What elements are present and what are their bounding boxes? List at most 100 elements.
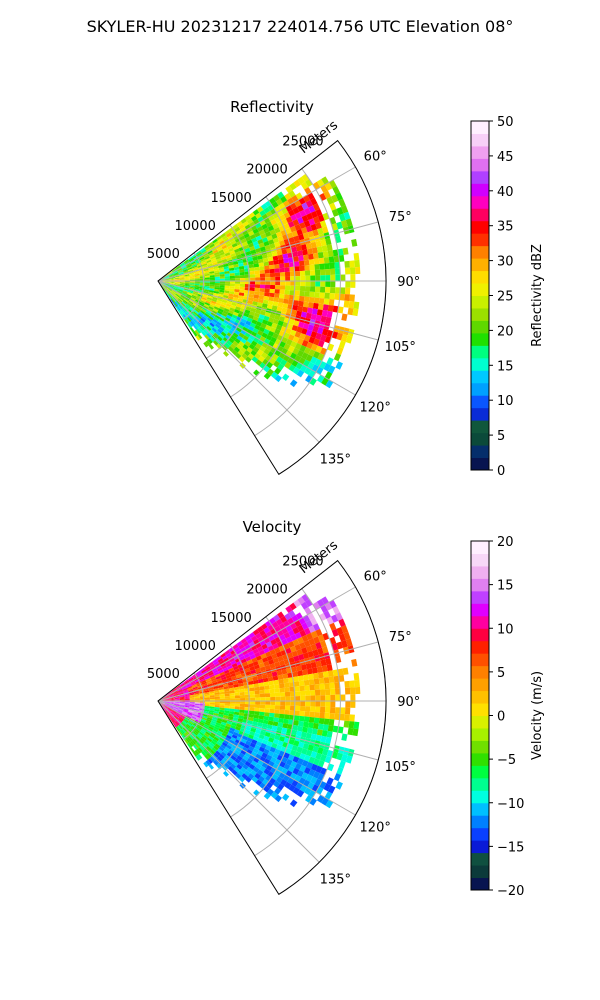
data-gate [326, 357, 334, 366]
data-gate [244, 247, 251, 253]
data-gate [213, 292, 219, 297]
data-gate [194, 695, 200, 698]
data-gate [259, 730, 266, 736]
data-gate [296, 624, 304, 633]
data-gate [296, 204, 304, 213]
data-gate [231, 349, 238, 356]
data-gate [204, 704, 210, 707]
data-gate [327, 724, 334, 732]
data-gate [224, 275, 231, 279]
data-gate [205, 731, 211, 736]
data-gate [177, 710, 183, 714]
data-gate [184, 702, 190, 705]
data-gate [189, 314, 195, 320]
data-gate [301, 339, 309, 348]
data-gate [221, 312, 228, 318]
data-gate [229, 706, 235, 710]
data-gate [280, 779, 288, 787]
data-gate [163, 285, 168, 289]
data-gate [244, 752, 251, 758]
data-gate [231, 662, 238, 668]
data-gate [175, 293, 180, 298]
data-gate [319, 613, 327, 622]
data-gate [351, 238, 358, 247]
data-gate [227, 295, 234, 300]
data-gate [264, 292, 270, 297]
data-gate [189, 275, 195, 278]
data-gate [306, 761, 314, 770]
azimuth-tick-label: 105° [385, 340, 416, 355]
data-gate [315, 642, 322, 650]
data-gate [186, 316, 192, 322]
data-gate [200, 298, 207, 303]
data-gate [174, 705, 180, 708]
data-gate [334, 293, 340, 301]
data-gate [175, 726, 180, 732]
data-gate [211, 730, 218, 735]
data-gate [334, 268, 341, 275]
data-gate [218, 308, 224, 313]
data-gate [250, 340, 258, 347]
data-gate [217, 667, 223, 672]
data-gate [287, 641, 295, 648]
data-gate [180, 683, 186, 687]
data-gate [259, 756, 266, 763]
radial-tick-label: 15000 [210, 611, 251, 626]
data-gate [330, 274, 336, 281]
data-gate [219, 269, 225, 273]
data-gate [204, 273, 210, 277]
data-gate [173, 706, 179, 709]
data-gate [173, 273, 179, 276]
data-gate [275, 231, 283, 238]
data-gate [302, 306, 308, 313]
data-gate [209, 286, 215, 289]
data-gate [289, 749, 297, 757]
data-gate [231, 769, 238, 776]
data-gate [179, 704, 185, 706]
data-gate [290, 701, 296, 706]
data-gate [332, 725, 339, 733]
data-gate [292, 639, 300, 646]
data-gate [288, 237, 295, 244]
colorbar-swatch [471, 295, 489, 309]
data-gate [173, 715, 178, 720]
data-gate [182, 307, 188, 313]
data-gate [169, 281, 175, 283]
data-gate [246, 346, 253, 354]
data-gate [320, 184, 328, 194]
data-gate [174, 276, 180, 279]
data-gate [239, 274, 246, 279]
data-gate [329, 707, 336, 714]
data-gate [317, 339, 325, 348]
data-gate [302, 652, 310, 660]
data-gate [169, 702, 175, 704]
data-gate [302, 726, 308, 733]
data-gate [218, 684, 224, 689]
data-gate [310, 751, 318, 759]
data-gate [278, 736, 286, 742]
data-gate [170, 298, 174, 304]
data-gate [229, 275, 236, 279]
data-gate [281, 727, 288, 733]
data-gate [174, 703, 180, 706]
data-gate [220, 303, 226, 308]
data-gate [202, 742, 208, 748]
data-gate [209, 756, 216, 762]
data-gate [304, 711, 310, 717]
data-gate [219, 289, 225, 293]
data-gate [179, 703, 185, 705]
data-gate [187, 688, 194, 692]
data-gate [240, 218, 247, 224]
data-gate [216, 244, 222, 250]
data-gate [163, 705, 168, 709]
data-gate [317, 759, 325, 768]
data-gate [303, 754, 311, 762]
data-gate [171, 290, 177, 294]
data-gate [293, 715, 300, 721]
data-gate [273, 194, 281, 202]
data-gate [305, 200, 313, 208]
data-gate [231, 722, 237, 727]
colorbar-swatch [471, 245, 489, 259]
data-gate [300, 311, 307, 318]
data-gate [274, 692, 281, 697]
